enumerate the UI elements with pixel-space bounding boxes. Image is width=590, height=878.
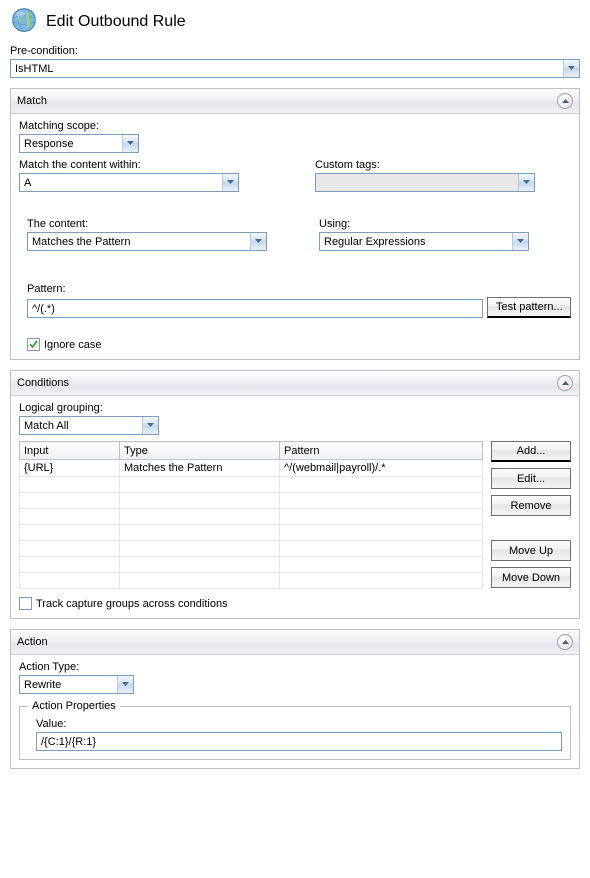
within-select[interactable]: A (19, 173, 239, 192)
scope-label: Matching scope: (19, 120, 571, 132)
custom-select (315, 173, 535, 192)
collapse-toggle[interactable] (557, 93, 573, 109)
table-row[interactable] (20, 509, 483, 525)
action-type-select[interactable]: Rewrite (19, 675, 134, 694)
test-pattern-button[interactable]: Test pattern... (487, 297, 571, 318)
action-properties-legend: Action Properties (28, 700, 120, 712)
conditions-panel: Conditions Logical grouping: Match All I… (10, 370, 580, 619)
pattern-input[interactable] (27, 299, 483, 318)
custom-label: Custom tags: (315, 159, 571, 171)
table-row[interactable]: {URL}Matches the Pattern^/(webmail|payro… (20, 460, 483, 477)
remove-button[interactable]: Remove (491, 495, 571, 516)
edit-button[interactable]: Edit... (491, 468, 571, 489)
collapse-toggle[interactable] (557, 634, 573, 650)
chevron-down-icon[interactable] (117, 676, 133, 693)
precondition-label: Pre-condition: (10, 45, 580, 57)
action-panel: Action Action Type: Rewrite Action Prope… (10, 629, 580, 769)
conditions-header: Conditions (17, 377, 69, 389)
add-button[interactable]: Add... (491, 441, 571, 462)
col-input[interactable]: Input (20, 442, 120, 460)
page-title: Edit Outbound Rule (46, 13, 186, 31)
page-icon (10, 6, 46, 37)
table-row[interactable] (20, 525, 483, 541)
collapse-toggle[interactable] (557, 375, 573, 391)
chevron-down-icon[interactable] (122, 135, 138, 152)
precondition-select[interactable]: IsHTML (10, 59, 580, 78)
match-panel: Match Matching scope: Response Match the… (10, 88, 580, 360)
pattern-label: Pattern: (27, 283, 571, 295)
content-select[interactable]: Matches the Pattern (27, 232, 267, 251)
chevron-down-icon (518, 174, 534, 191)
match-header: Match (17, 95, 47, 107)
chevron-down-icon[interactable] (222, 174, 238, 191)
value-label: Value: (36, 718, 562, 730)
move-up-button[interactable]: Move Up (491, 540, 571, 561)
table-row[interactable] (20, 477, 483, 493)
action-properties-group: Action Properties Value: (19, 700, 571, 760)
track-groups-checkbox[interactable] (19, 597, 32, 610)
move-down-button[interactable]: Move Down (491, 567, 571, 588)
table-row[interactable] (20, 541, 483, 557)
using-select[interactable]: Regular Expressions (319, 232, 529, 251)
col-pattern[interactable]: Pattern (280, 442, 483, 460)
chevron-down-icon[interactable] (563, 60, 579, 77)
ignore-case-label: Ignore case (44, 339, 101, 351)
table-row[interactable] (20, 557, 483, 573)
chevron-down-icon[interactable] (512, 233, 528, 250)
scope-select[interactable]: Response (19, 134, 139, 153)
action-header: Action (17, 636, 48, 648)
conditions-table[interactable]: Input Type Pattern {URL}Matches the Patt… (19, 441, 483, 589)
table-row[interactable] (20, 493, 483, 509)
within-label: Match the content within: (19, 159, 275, 171)
ignore-case-checkbox[interactable] (27, 338, 40, 351)
action-type-label: Action Type: (19, 661, 571, 673)
content-label: The content: (27, 218, 279, 230)
using-label: Using: (319, 218, 571, 230)
col-type[interactable]: Type (120, 442, 280, 460)
chevron-down-icon[interactable] (142, 417, 158, 434)
value-input[interactable] (36, 732, 562, 751)
track-groups-label: Track capture groups across conditions (36, 598, 228, 610)
chevron-down-icon[interactable] (250, 233, 266, 250)
grouping-label: Logical grouping: (19, 402, 571, 414)
table-row[interactable] (20, 573, 483, 589)
grouping-select[interactable]: Match All (19, 416, 159, 435)
